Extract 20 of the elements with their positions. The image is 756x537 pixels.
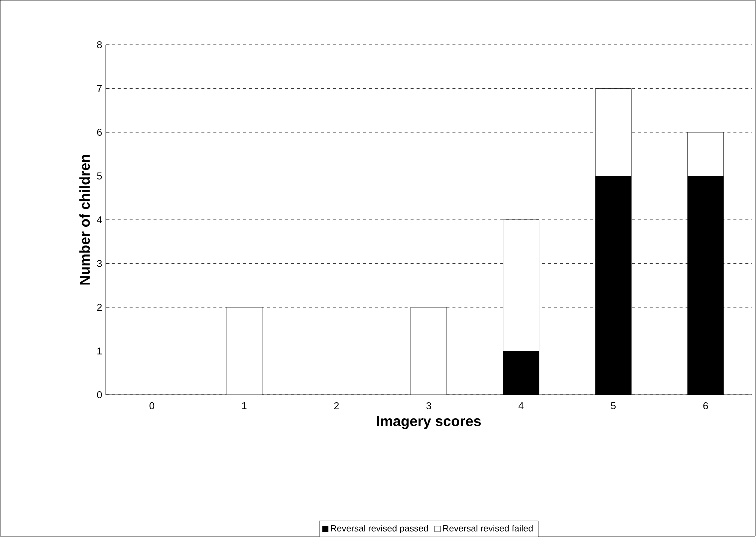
y-tick-label: 5 [97,172,102,180]
y-tick-label: 7 [97,85,102,92]
x-tick-label: 3 [426,402,432,410]
x-tick-label: 5 [611,402,616,410]
y-tick-label: 6 [97,128,102,136]
x-tick-label: 4 [518,402,524,410]
legend-label: Reversal revised failed [444,525,533,532]
y-tick-label: 1 [98,348,102,355]
x-axis-title: Imagery scores [377,416,482,430]
x-tick-label: 2 [334,402,339,410]
x-tick-label: 1 [242,402,247,410]
y-tick-label: 3 [97,260,102,268]
y-axis-title: Number of children [80,155,90,285]
x-tick-label: 0 [150,402,155,410]
y-tick-label: 8 [97,41,102,49]
y-tick-label: 2 [97,304,102,311]
y-tick-label: 4 [97,216,102,224]
x-tick-label: 6 [704,402,708,410]
y-tick-label: 0 [97,391,102,399]
legend-label: Reversal revised passed [331,525,428,534]
